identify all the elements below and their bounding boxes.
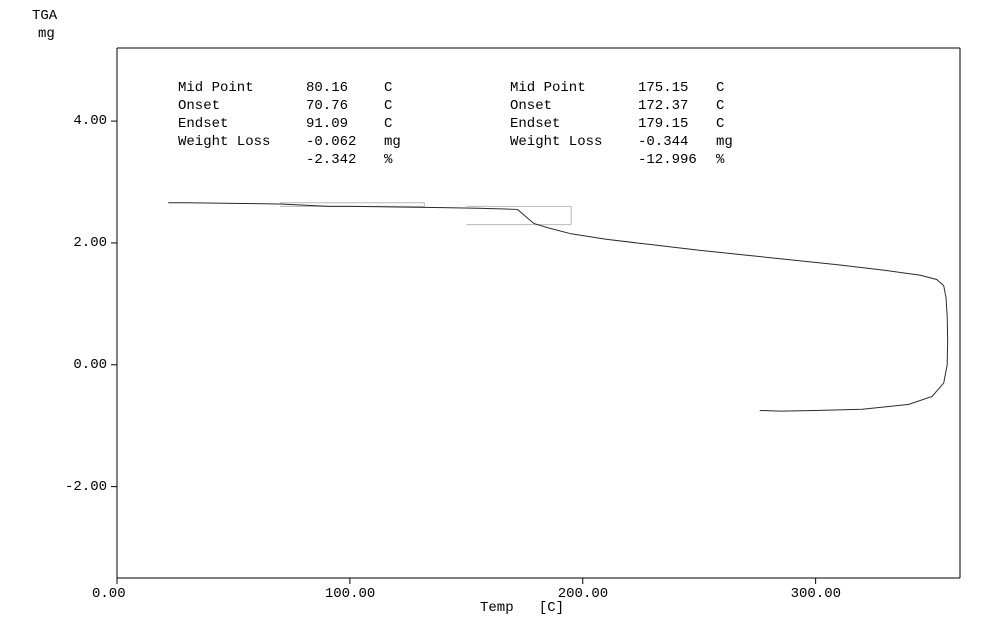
- anno-label: Endset: [510, 116, 638, 134]
- x-tick-label: 300.00: [791, 586, 841, 602]
- anno-label: Weight Loss: [178, 134, 306, 152]
- anno-label: Onset: [178, 98, 306, 116]
- anno-label: Weight Loss: [510, 134, 638, 152]
- anno-value: -12.996: [638, 152, 716, 170]
- anno-unit: C: [384, 80, 422, 98]
- y-tick-label: 0.00: [73, 357, 107, 373]
- anno-value: 80.16: [306, 80, 384, 98]
- y-tick-label: -2.00: [65, 479, 107, 495]
- anno-unit: C: [716, 80, 754, 98]
- x-axis-title: Temp [C]: [480, 600, 564, 616]
- anno-unit: C: [716, 98, 754, 116]
- anno-unit: C: [384, 116, 422, 134]
- y-tick-label: 4.00: [73, 113, 107, 129]
- anno-value: 91.09: [306, 116, 384, 134]
- annotation-step1: Mid Point80.16C Onset70.76C Endset91.09C We…: [178, 80, 422, 170]
- anno-unit: %: [716, 152, 754, 170]
- anno-label: [178, 152, 306, 170]
- chart-svg: [0, 0, 1000, 632]
- y-tick-label: 2.00: [73, 235, 107, 251]
- anno-unit: mg: [384, 134, 422, 152]
- anno-label: Mid Point: [178, 80, 306, 98]
- annotation-step2: Mid Point175.15C Onset172.37C Endset179.15…: [510, 80, 754, 170]
- anno-value: 179.15: [638, 116, 716, 134]
- anno-value: -0.344: [638, 134, 716, 152]
- anno-unit: C: [716, 116, 754, 134]
- y-axis-title-2: mg: [38, 26, 55, 42]
- anno-unit: mg: [716, 134, 754, 152]
- anno-label: Endset: [178, 116, 306, 134]
- anno-value: -0.062: [306, 134, 384, 152]
- anno-value: 172.37: [638, 98, 716, 116]
- anno-unit: %: [384, 152, 422, 170]
- anno-value: -2.342: [306, 152, 384, 170]
- y-axis-title-1: TGA: [32, 8, 57, 24]
- anno-unit: C: [384, 98, 422, 116]
- x-tick-label: 100.00: [325, 586, 375, 602]
- x-tick-label: 200.00: [558, 586, 608, 602]
- anno-label: [510, 152, 638, 170]
- anno-value: 70.76: [306, 98, 384, 116]
- anno-value: 175.15: [638, 80, 716, 98]
- x-tick-label: 0.00: [92, 586, 126, 602]
- anno-label: Mid Point: [510, 80, 638, 98]
- anno-label: Onset: [510, 98, 638, 116]
- tga-chart: TGA mg Temp [C] Mid Point80.16COnset70.7…: [0, 0, 1000, 632]
